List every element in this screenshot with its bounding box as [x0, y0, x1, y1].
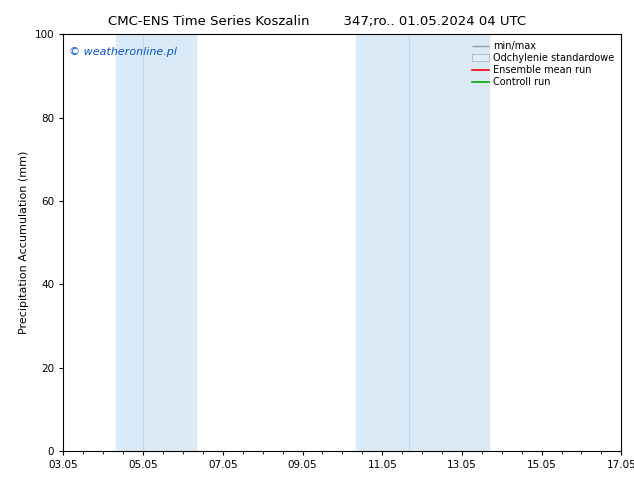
Bar	[117, 34, 196, 451]
Text: CMC-ENS Time Series Koszalin        347;ro.. 01.05.2024 04 UTC: CMC-ENS Time Series Koszalin 347;ro.. 01…	[108, 15, 526, 28]
Text: © weatheronline.pl: © weatheronline.pl	[69, 47, 177, 57]
Legend: min/max, Odchylenie standardowe, Ensemble mean run, Controll run: min/max, Odchylenie standardowe, Ensembl…	[470, 39, 616, 89]
Y-axis label: Precipitation Accumulation (mm): Precipitation Accumulation (mm)	[19, 151, 29, 334]
Bar	[356, 34, 489, 451]
